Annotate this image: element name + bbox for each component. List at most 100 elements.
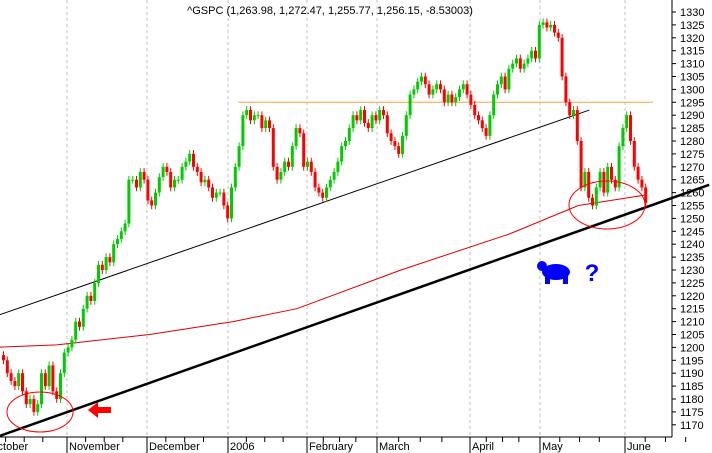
candle-body xyxy=(131,179,135,181)
candle-body xyxy=(617,146,621,188)
upper-trend-line xyxy=(0,109,590,316)
candle-body xyxy=(553,24,556,33)
y-tick-label: 1170 xyxy=(680,420,704,432)
y-tick-label: 1185 xyxy=(680,381,704,393)
candle-body xyxy=(138,171,142,188)
candle-body xyxy=(93,282,97,301)
candle-body xyxy=(207,179,211,188)
candle-body xyxy=(214,192,218,198)
candle-body xyxy=(351,115,355,129)
candle-body xyxy=(97,264,100,283)
support-trend-line xyxy=(0,183,710,438)
candle-body xyxy=(530,50,534,59)
candle-body xyxy=(363,110,366,123)
y-tick-label: 1210 xyxy=(680,317,704,329)
candle-body xyxy=(271,128,275,167)
candle-body xyxy=(135,179,138,188)
candle-body xyxy=(416,81,420,90)
candle-body xyxy=(104,257,108,270)
candle-body xyxy=(119,231,123,240)
candle-body xyxy=(545,22,549,28)
candle-body xyxy=(268,120,271,129)
candle-body xyxy=(51,365,55,392)
y-tick-label: 1240 xyxy=(680,239,704,251)
candle-body xyxy=(518,58,522,69)
candle-body xyxy=(488,115,492,136)
candle-body xyxy=(81,308,85,327)
candle-body xyxy=(13,380,17,387)
candle-body xyxy=(17,373,21,387)
candle-body xyxy=(211,187,214,198)
candle-body xyxy=(176,179,180,181)
y-tick-label: 1245 xyxy=(680,226,704,238)
candle-body xyxy=(260,115,264,129)
candle-body xyxy=(188,153,192,162)
candle-body xyxy=(203,179,207,183)
candle-body xyxy=(275,166,279,180)
y-tick-label: 1230 xyxy=(680,265,704,277)
candle-body xyxy=(100,264,104,270)
candle-body xyxy=(442,89,446,103)
y-tick-label: 1330 xyxy=(680,7,704,19)
candle-body xyxy=(408,94,412,116)
candle-body xyxy=(306,161,309,167)
candle-body xyxy=(359,110,363,121)
y-tick-label: 1290 xyxy=(680,110,704,122)
candle-body xyxy=(503,76,507,90)
x-tick-label: June xyxy=(627,441,651,453)
candle-body xyxy=(161,166,165,178)
candle-body xyxy=(332,171,336,180)
candle-body xyxy=(9,373,13,381)
y-tick-label: 1275 xyxy=(680,149,704,161)
candle-body xyxy=(347,128,351,141)
candle-body xyxy=(74,321,78,340)
candle-body xyxy=(541,22,545,25)
candle-body xyxy=(435,84,439,90)
candle-body xyxy=(397,146,401,154)
candle-body xyxy=(549,24,553,28)
candle-body xyxy=(477,115,480,121)
y-tick-label: 1310 xyxy=(680,59,704,71)
chart-title: ^GSPC (1,263.98, 1,272.47, 1,255.77, 1,2… xyxy=(187,5,473,17)
candle-body xyxy=(252,115,256,121)
candle-body xyxy=(526,58,530,64)
candle-body xyxy=(420,76,423,82)
candle-body xyxy=(62,352,66,374)
candle-body xyxy=(180,166,184,180)
candle-body xyxy=(480,120,484,129)
candle-body xyxy=(192,153,195,167)
candle-body xyxy=(412,89,416,95)
moving-average-line xyxy=(0,194,645,348)
candle-body xyxy=(309,161,313,172)
candle-body xyxy=(401,135,404,154)
y-tick-label: 1195 xyxy=(680,355,704,367)
x-tick-label: 2006 xyxy=(230,441,254,453)
candle-body xyxy=(587,171,591,198)
candle-body xyxy=(298,128,302,134)
y-tick-label: 1320 xyxy=(680,33,704,45)
candle-body xyxy=(222,192,226,206)
y-tick-label: 1180 xyxy=(680,394,704,406)
y-tick-label: 1235 xyxy=(680,252,704,264)
candle-body xyxy=(230,187,233,219)
candle-body xyxy=(241,115,245,147)
candle-body xyxy=(366,122,370,129)
x-tick-label: May xyxy=(542,441,563,453)
candle-body xyxy=(154,192,157,206)
candle-body xyxy=(484,128,488,136)
candle-body xyxy=(226,205,230,219)
candle-body xyxy=(21,373,24,392)
candle-body xyxy=(5,360,9,374)
candle-body xyxy=(336,161,340,172)
y-tick-label: 1200 xyxy=(680,342,704,354)
y-tick-label: 1175 xyxy=(680,407,704,419)
candle-body xyxy=(59,373,62,399)
candle-body xyxy=(317,187,321,193)
candle-body xyxy=(575,110,579,141)
candle-body xyxy=(233,166,237,188)
annotation-ellipse-june xyxy=(568,180,646,230)
candle-body xyxy=(321,192,325,198)
candle-body xyxy=(340,146,344,162)
candle-body xyxy=(632,141,636,167)
